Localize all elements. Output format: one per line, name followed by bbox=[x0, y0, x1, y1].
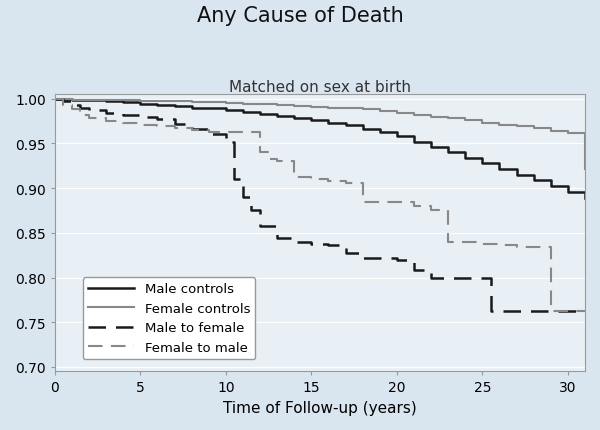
Title: Matched on sex at birth: Matched on sex at birth bbox=[229, 80, 411, 95]
Legend: Male controls, Female controls, Male to female, Female to male: Male controls, Female controls, Male to … bbox=[83, 277, 256, 359]
X-axis label: Time of Follow-up (years): Time of Follow-up (years) bbox=[223, 400, 417, 415]
Text: Any Cause of Death: Any Cause of Death bbox=[197, 6, 403, 26]
